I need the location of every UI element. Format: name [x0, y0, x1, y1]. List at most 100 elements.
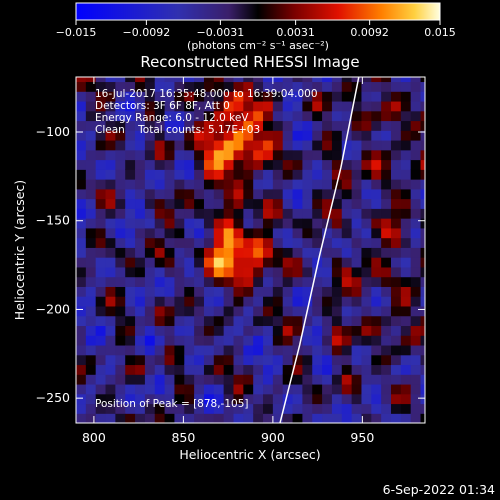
heatmap-cell	[390, 305, 402, 317]
heatmap-cell	[371, 100, 382, 112]
heatmap-cell	[390, 354, 402, 366]
heatmap-cell	[371, 169, 382, 180]
heatmap-cell	[272, 344, 284, 356]
heatmap-cell	[223, 286, 235, 297]
heatmap-cell	[292, 77, 303, 83]
heatmap-cell	[76, 110, 87, 122]
heatmap-cell	[115, 315, 126, 327]
heatmap-image	[76, 77, 425, 423]
heatmap-cell	[144, 91, 156, 102]
heatmap-cell	[341, 335, 353, 346]
heatmap-cell	[154, 354, 166, 366]
heatmap-cell	[223, 296, 235, 307]
heatmap-cell	[85, 139, 97, 151]
heatmap-cell	[223, 169, 235, 180]
heatmap-cell	[203, 208, 215, 219]
heatmap-cell	[213, 100, 225, 112]
heatmap-cell	[302, 237, 313, 248]
heatmap-cell	[135, 149, 146, 161]
heatmap-cell	[194, 296, 205, 307]
heatmap-cell	[223, 159, 235, 170]
heatmap-cell	[184, 393, 195, 405]
heatmap-cell	[213, 325, 225, 336]
heatmap-cell	[371, 139, 382, 151]
heatmap-cell	[302, 383, 313, 395]
heatmap-cell	[410, 393, 422, 405]
heatmap-cell	[135, 110, 146, 122]
heatmap-cell	[223, 344, 235, 356]
heatmap-cell	[312, 383, 323, 395]
heatmap-cell	[351, 169, 363, 180]
heatmap-cell	[85, 179, 97, 190]
heatmap-cell	[184, 77, 195, 83]
heatmap-cell	[351, 227, 363, 239]
heatmap-cell	[144, 179, 156, 190]
heatmap-cell	[203, 198, 215, 209]
heatmap-cell	[95, 130, 107, 141]
heatmap-cell	[302, 91, 313, 102]
heatmap-cell	[105, 149, 116, 161]
heatmap-cell	[390, 413, 402, 423]
heatmap-cell	[203, 354, 215, 366]
heatmap-cell	[400, 198, 412, 209]
heatmap-cell	[223, 276, 235, 287]
heatmap-cell	[420, 286, 425, 297]
heatmap-cell	[253, 413, 264, 423]
heatmap-cell	[361, 393, 372, 405]
heatmap-cell	[203, 237, 215, 248]
heatmap-cell	[400, 179, 412, 190]
heatmap-cell	[203, 218, 215, 229]
heatmap-cell	[351, 393, 363, 405]
heatmap-cell	[174, 218, 185, 229]
heatmap-cell	[194, 393, 205, 405]
heatmap-cell	[263, 286, 274, 297]
heatmap-cell	[322, 208, 333, 219]
heatmap-cell	[243, 237, 254, 248]
heatmap-cell	[164, 198, 176, 209]
heatmap-cell	[95, 344, 107, 356]
heatmap-cell	[135, 130, 146, 141]
heatmap-cell	[164, 315, 176, 327]
heatmap-cell	[203, 149, 215, 161]
heatmap-cell	[312, 169, 323, 180]
heatmap-cell	[371, 120, 382, 131]
heatmap-cell	[194, 315, 205, 327]
heatmap-cell	[253, 198, 264, 209]
heatmap-cell	[272, 276, 284, 287]
heatmap-cell	[390, 149, 402, 161]
heatmap-cell	[331, 325, 343, 336]
heatmap-cell	[420, 139, 425, 151]
heatmap-cell	[213, 335, 225, 346]
heatmap-cell	[105, 393, 116, 405]
heatmap-cell	[263, 120, 274, 131]
heatmap-cell	[331, 305, 343, 317]
heatmap-cell	[381, 364, 392, 375]
heatmap-cell	[420, 393, 425, 405]
heatmap-cell	[164, 325, 176, 336]
heatmap-cell	[381, 257, 392, 268]
heatmap-cell	[184, 218, 195, 229]
heatmap-cell	[233, 286, 244, 297]
heatmap-cell	[253, 208, 264, 219]
heatmap-cell	[164, 247, 176, 258]
heatmap-cell	[361, 120, 372, 131]
heatmap-cell	[312, 266, 323, 278]
heatmap-cell	[272, 218, 284, 229]
heatmap-cell	[331, 227, 343, 239]
heatmap-cell	[174, 257, 185, 268]
heatmap-cell	[322, 77, 333, 83]
heatmap-cell	[282, 413, 294, 423]
heatmap-cell	[371, 77, 382, 83]
heatmap-cell	[390, 315, 402, 327]
heatmap-cell	[144, 247, 156, 258]
heatmap-cell	[144, 305, 156, 317]
heatmap-cell	[164, 383, 176, 395]
heatmap-cell	[85, 315, 97, 327]
heatmap-cell	[331, 159, 343, 170]
heatmap-cell	[341, 149, 353, 161]
heatmap-cell	[272, 403, 284, 414]
heatmap-cell	[322, 305, 333, 317]
heatmap-cell	[420, 227, 425, 239]
heatmap-cell	[420, 130, 425, 141]
heatmap-cell	[164, 169, 176, 180]
